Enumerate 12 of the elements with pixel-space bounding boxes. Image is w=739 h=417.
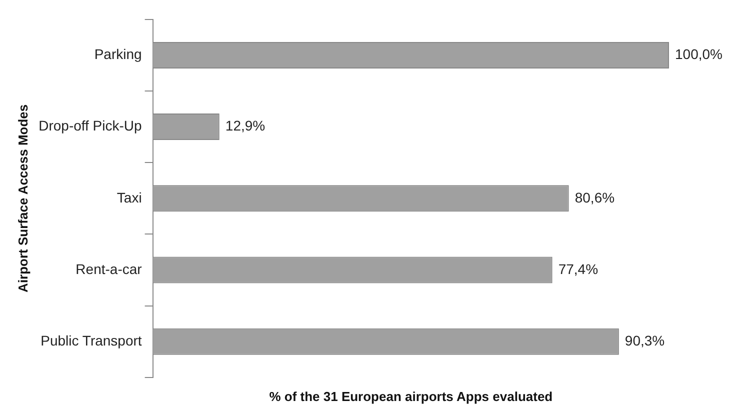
y-tick-label: Drop-off Pick-Up <box>38 118 142 134</box>
y-tick-label: Taxi <box>116 189 142 206</box>
y-tick-label: Rent-a-car <box>76 260 142 277</box>
data-label: 100,0% <box>675 46 722 62</box>
y-tick-label: Parking <box>94 46 142 62</box>
data-label: 80,6% <box>574 189 615 206</box>
data-label: 12,9% <box>225 118 266 134</box>
y-axis-title: Airport Surface Access Modes <box>15 104 30 292</box>
data-label: 77,4% <box>558 260 598 277</box>
data-label: 90,3% <box>624 332 665 348</box>
x-axis-title: % of the 31 European airports Apps evaluated <box>269 388 553 404</box>
y-tick-label: Public Transport <box>40 332 142 348</box>
